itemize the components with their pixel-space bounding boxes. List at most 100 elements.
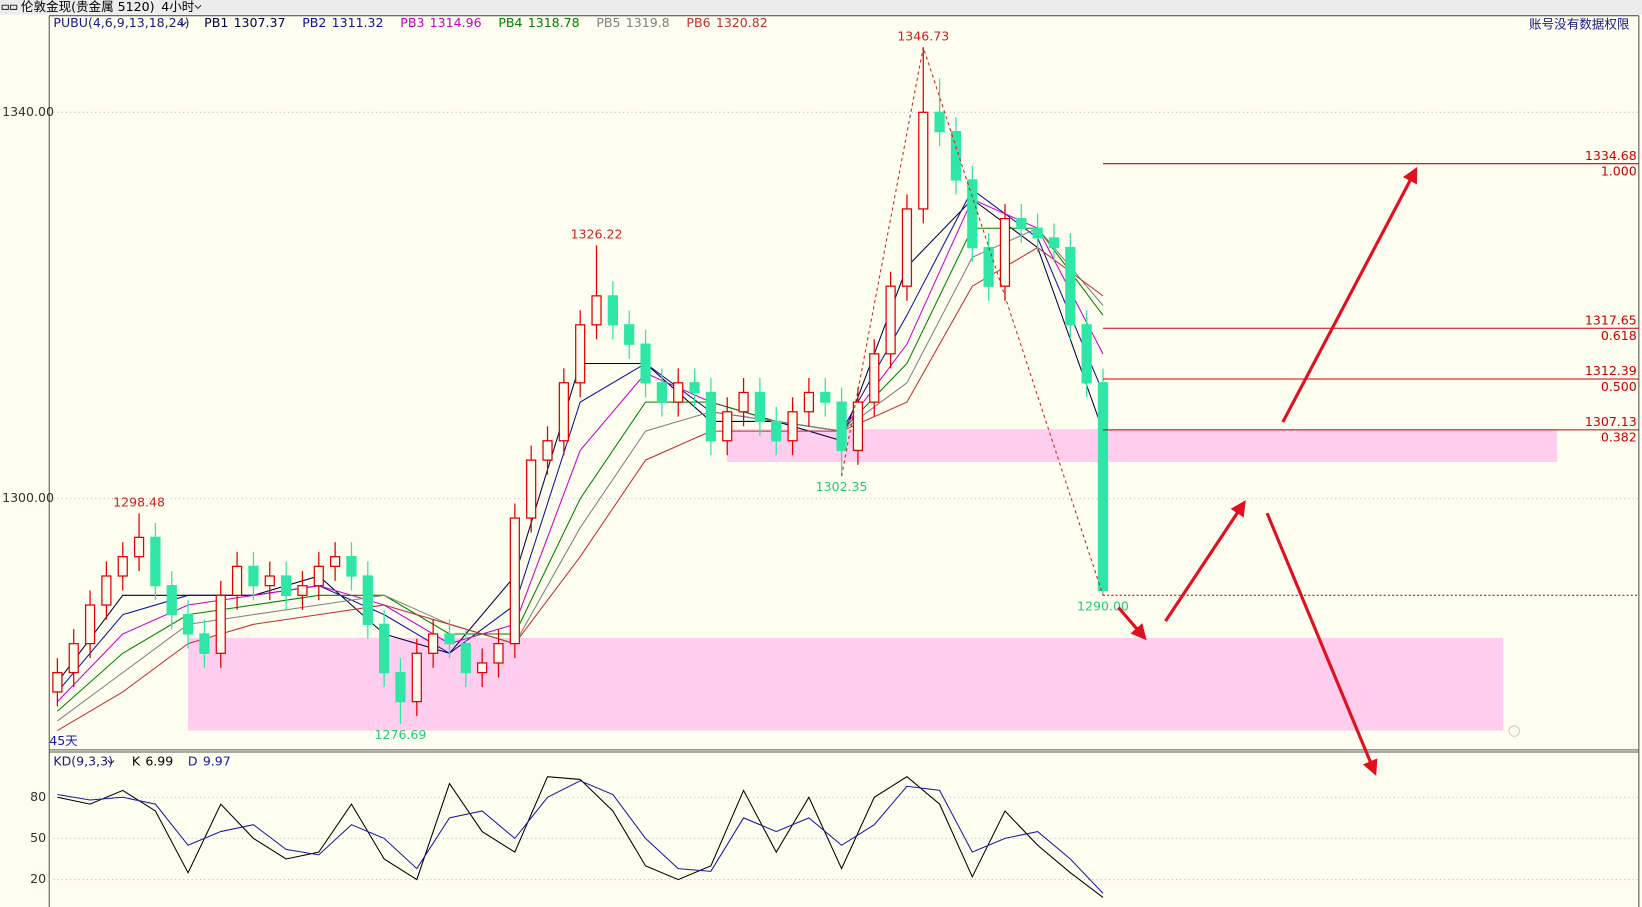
candle-body — [705, 391, 717, 442]
instrument: 伦敦金现(贵金属 5120) — [21, 0, 155, 14]
candle-body — [852, 401, 864, 452]
link-icon — [1, 4, 18, 10]
candle-body — [624, 324, 635, 345]
y-tick-label: 1340.00 — [2, 104, 54, 119]
notice: 账号没有数据权限 — [1529, 17, 1630, 32]
legend-value: 1319.8 — [626, 15, 670, 30]
plot: 1340.00 1300.00 1298.48 1326.22 1346.73 1302.… — [2, 15, 1639, 898]
candle-body — [820, 391, 831, 403]
candle-body — [934, 111, 945, 133]
extreme-label: 1346.73 — [897, 28, 949, 43]
candle-body — [379, 623, 390, 674]
candle-body — [248, 565, 259, 587]
candle-body — [411, 652, 422, 703]
extreme-label: 1290.00 — [1077, 598, 1129, 613]
legend-value: 1314.96 — [430, 15, 482, 30]
fib-ratio: 0.382 — [1601, 430, 1637, 445]
dropdown — [179, 21, 187, 26]
y-tick-label: 80 — [30, 789, 46, 804]
candle-body — [444, 633, 455, 645]
candle-body — [231, 565, 243, 596]
legend-value: 1320.82 — [716, 15, 768, 30]
candle-body — [133, 536, 145, 558]
candle-body — [640, 343, 651, 384]
candle-body — [771, 420, 782, 442]
candle-body — [673, 382, 684, 403]
candle-body — [950, 131, 962, 181]
candle-body — [803, 391, 815, 413]
candle-body — [509, 517, 520, 645]
candle-body — [395, 671, 406, 703]
zone — [727, 429, 1558, 463]
candle-body — [150, 536, 161, 587]
zone — [188, 637, 1504, 731]
candle-body — [52, 671, 63, 693]
indicator-line — [57, 776, 1104, 898]
moving-average — [57, 198, 1104, 702]
arrow — [1164, 500, 1246, 622]
candle-body — [1097, 382, 1109, 592]
timeframe[interactable]: 4小时 — [161, 0, 195, 14]
legend-name: PB6 — [686, 15, 710, 30]
extreme-label: 1326.22 — [571, 226, 623, 241]
indicator: KD(9,3,3) — [53, 753, 113, 768]
swing-line — [841, 47, 1104, 596]
legend-name: PB2 — [302, 15, 326, 30]
moving-average — [57, 227, 1104, 722]
indicator: PUBU(4,6,9,13,18,24) — [53, 15, 189, 30]
candle-body — [460, 643, 471, 674]
candle-body — [1032, 227, 1043, 239]
candle-body — [199, 633, 210, 654]
candle-body — [918, 111, 929, 210]
period-label: 45天 — [49, 733, 78, 748]
candle-body — [1016, 217, 1027, 229]
top-bar — [0, 0, 1642, 15]
arrow — [1117, 606, 1147, 641]
arrow — [1281, 166, 1418, 423]
candle-body — [313, 565, 324, 587]
fib-ratio: 1.000 — [1601, 164, 1637, 179]
candle-body — [428, 633, 439, 654]
candle-body — [967, 179, 978, 249]
legend-value: 1307.37 — [234, 15, 286, 30]
fib-price: 1334.68 — [1585, 148, 1637, 163]
legend-name: K — [132, 753, 141, 768]
candle-body — [999, 217, 1011, 287]
candle-body — [869, 353, 880, 403]
candle-body — [264, 575, 275, 587]
moving-average — [57, 246, 1104, 732]
y-tick-label: 1300.00 — [2, 490, 54, 505]
candle-body — [787, 411, 798, 442]
candle-body — [362, 575, 373, 625]
legend-name: PB4 — [498, 15, 522, 30]
arrows — [1117, 166, 1418, 776]
legend: KD(9,3,3) K 6.99 D 9.97 — [53, 753, 230, 768]
y-tick-label: 20 — [30, 871, 46, 886]
candle-body — [68, 643, 79, 674]
candle-body — [1048, 237, 1060, 249]
fib-price: 1307.13 — [1585, 414, 1637, 429]
legend-value: 1311.32 — [332, 15, 384, 30]
candle-body — [101, 575, 112, 606]
candle-body — [215, 594, 226, 654]
candle-body — [280, 575, 292, 596]
candle-body — [526, 459, 537, 519]
candle-body — [1065, 246, 1076, 326]
candle-body — [689, 382, 700, 394]
candle-body — [297, 585, 308, 596]
candle-body — [1081, 324, 1092, 384]
candle-body — [901, 208, 913, 287]
candle-body — [591, 295, 602, 326]
candle-body — [117, 556, 128, 577]
extreme-label: 1298.48 — [113, 494, 165, 509]
handle[interactable] — [1508, 725, 1521, 737]
candle-body — [836, 401, 847, 452]
fib-ratio: 0.618 — [1601, 328, 1637, 343]
candle-body — [166, 585, 177, 616]
dropdown[interactable] — [194, 4, 202, 10]
moving-average — [56, 188, 1104, 693]
candle-body — [656, 382, 667, 403]
legend-value: 6.99 — [145, 753, 173, 768]
